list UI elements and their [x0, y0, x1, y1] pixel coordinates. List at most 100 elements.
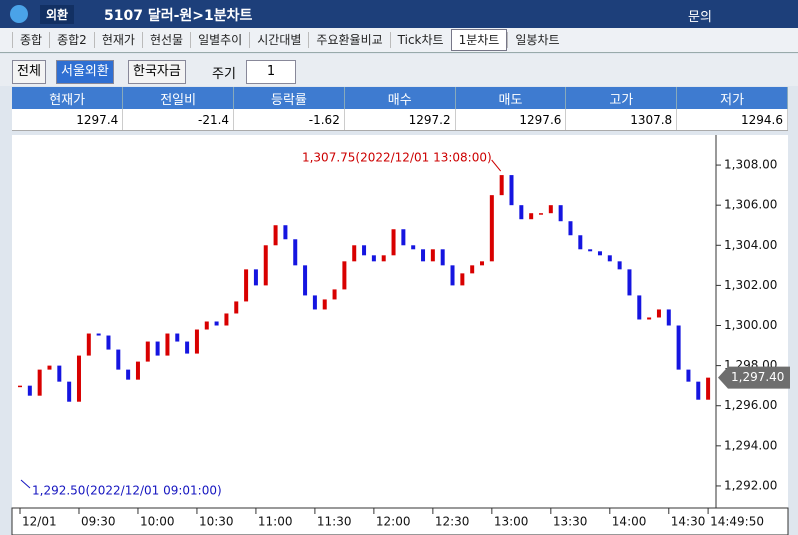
candle	[214, 321, 219, 326]
candle	[362, 245, 367, 256]
candle	[401, 229, 406, 246]
x-tick-label: 12:00	[376, 515, 411, 529]
candle	[322, 299, 327, 310]
window-title: 5107 달러-원>1분차트	[104, 8, 253, 24]
candle	[538, 213, 543, 215]
tab[interactable]: 현선물	[141, 32, 190, 48]
tab-bar: 종합 종합2 현재가 현선물 일별추이 시간대별 주요환율비교 Tick차트 1분차트 일봉차트	[0, 28, 798, 53]
column-header: 매수	[344, 87, 456, 109]
candle	[244, 269, 249, 302]
candle	[519, 205, 524, 220]
x-tick-label: 14:49:50	[710, 515, 764, 529]
candle	[480, 261, 485, 266]
y-tick-label: 1,294.00	[724, 438, 777, 452]
period-label: 주기	[212, 67, 236, 82]
candle	[303, 265, 308, 296]
x-tick-label: 14:00	[612, 515, 647, 529]
candle	[165, 333, 170, 356]
x-axis-bg	[11, 507, 789, 535]
candle	[381, 255, 386, 262]
candle	[607, 255, 612, 262]
candle	[194, 329, 199, 354]
candle	[676, 325, 681, 370]
column-header: 저가	[676, 87, 788, 109]
y-tick-label: 1,296.00	[724, 398, 777, 412]
candle	[509, 175, 514, 206]
candle	[86, 333, 91, 356]
candle	[126, 369, 131, 380]
cell: -1.62	[233, 109, 345, 131]
cell: 1307.8	[565, 109, 678, 131]
candle	[430, 249, 435, 262]
x-tick-label: 10:00	[140, 515, 175, 529]
candle	[489, 195, 494, 262]
tab[interactable]: 시간대별	[249, 32, 308, 48]
y-tick-label: 1,306.00	[724, 198, 777, 212]
x-tick-label: 12:30	[435, 515, 470, 529]
tab[interactable]: 주요환율비교	[308, 32, 389, 48]
candle	[76, 355, 81, 402]
tab[interactable]: Tick차트	[389, 32, 451, 48]
last-price-label: 1,297.40	[731, 370, 784, 384]
candle	[135, 361, 140, 380]
y-tick-label: 1,302.00	[724, 278, 777, 292]
candle	[647, 317, 652, 320]
candle	[548, 205, 553, 214]
tab[interactable]: 종합	[12, 32, 49, 48]
logo	[10, 5, 28, 23]
candle	[293, 239, 298, 266]
candle	[440, 249, 445, 266]
tab[interactable]: 1분차트	[450, 29, 508, 51]
candle	[371, 255, 376, 262]
quote-table: 현재가 전일비 등락률 매수 매도 고가 저가 1297.4 -21.4 -1.62 1297.2 1…	[12, 87, 788, 131]
candle	[204, 321, 209, 330]
tab[interactable]: 종합2	[49, 32, 94, 48]
candle	[273, 225, 278, 246]
candle	[234, 301, 239, 314]
help-button[interactable]: 문의	[688, 10, 712, 25]
title-bar: 외환 5107 달러-원>1분차트 문의	[0, 0, 798, 28]
filter-button[interactable]: 서울외환	[56, 60, 114, 84]
column-header: 매도	[455, 87, 567, 109]
candle	[450, 265, 455, 286]
annotation-arrow	[20, 479, 31, 489]
candle	[106, 335, 111, 350]
candle	[558, 205, 563, 222]
low-annotation: 1,292.50(2022/12/01 09:01:00)	[32, 484, 222, 498]
badge: 외환	[40, 5, 75, 24]
cell: 1297.4	[12, 109, 124, 131]
candle	[342, 261, 347, 290]
toolbar: 전체 서울외환 한국자금 주기 1	[0, 54, 798, 86]
candle	[253, 269, 258, 286]
candle	[37, 369, 42, 396]
candle	[529, 213, 534, 220]
candle	[224, 313, 229, 326]
y-tick-label: 1,308.00	[724, 158, 777, 172]
y-tick-label: 1,292.00	[724, 478, 777, 492]
period-input[interactable]: 1	[246, 60, 296, 84]
candle	[470, 265, 475, 274]
x-tick-label: 09:30	[81, 515, 116, 529]
candle	[175, 333, 180, 342]
tab[interactable]: 일봉차트	[507, 32, 566, 48]
candle	[666, 309, 671, 326]
candle	[597, 251, 602, 256]
column-header: 현재가	[12, 87, 124, 109]
candle	[185, 341, 190, 354]
candle	[155, 341, 160, 356]
tab[interactable]: 현재가	[93, 32, 142, 48]
column-header: 전일비	[122, 87, 235, 109]
x-tick-label: 13:30	[553, 515, 588, 529]
x-tick-label: 13:00	[494, 515, 529, 529]
tab[interactable]: 일별추이	[190, 32, 249, 48]
candle	[627, 269, 632, 296]
column-header: 등락률	[233, 87, 345, 109]
high-annotation: 1,307.75(2022/12/01 13:08:00)	[302, 151, 492, 165]
candle	[421, 249, 426, 262]
x-tick-label: 11:30	[317, 515, 352, 529]
plot-bg	[12, 135, 788, 508]
candle	[352, 245, 357, 262]
filter-button[interactable]: 한국자금	[128, 60, 186, 84]
filter-button[interactable]: 전체	[12, 60, 46, 84]
